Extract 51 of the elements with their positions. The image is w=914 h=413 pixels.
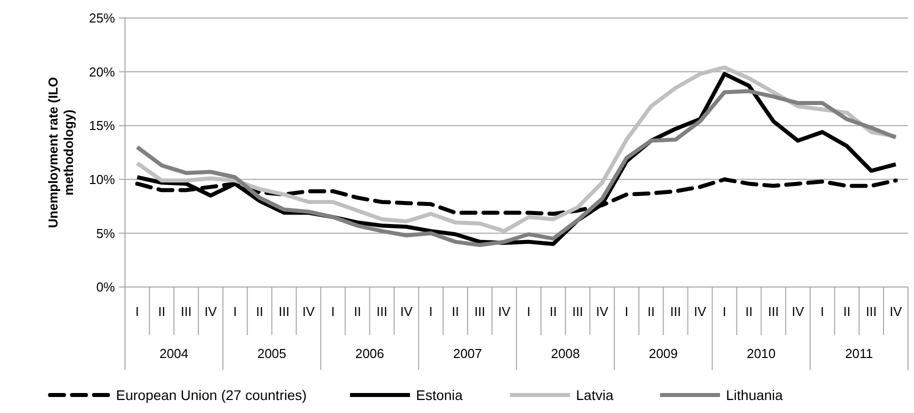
text: 2005 — [257, 346, 286, 361]
x-tick-label: IV — [596, 304, 609, 319]
x-tick-label: IV — [204, 304, 218, 319]
x-tick-label: IV — [400, 304, 413, 319]
x-tick-label: I — [135, 304, 140, 319]
x-tick-label: III — [670, 304, 681, 319]
x-tick-label: I — [624, 304, 628, 319]
x-tick-label: III — [572, 304, 584, 319]
text: 2007 — [453, 346, 482, 361]
x-tick-label: II — [158, 304, 166, 319]
y-tick-label: 5% — [96, 226, 116, 241]
x-tick-label: III — [866, 304, 877, 319]
x-tick-label: II — [354, 304, 362, 319]
legend-label: Lithuania — [726, 386, 784, 403]
x-tick-label: I — [429, 304, 433, 319]
legend-label: European Union (27 countries) — [116, 386, 307, 403]
legend-label: Estonia — [416, 386, 463, 403]
x-tick-label: I — [722, 304, 726, 319]
y-tick-label: 25% — [88, 10, 116, 26]
x-tick-label: IV — [890, 304, 902, 319]
text: 2004 — [159, 346, 188, 361]
x-tick-label: III — [180, 304, 192, 319]
text: 2006 — [355, 346, 384, 361]
x-tick-label: I — [820, 304, 824, 319]
x-tick-label: III — [474, 304, 486, 319]
x-tick-label: II — [550, 304, 557, 319]
text: 2008 — [550, 346, 580, 361]
x-tick-label: I — [233, 304, 237, 319]
y-tick-label: 20% — [88, 64, 116, 80]
x-tick-label: I — [331, 304, 335, 319]
text: 2009 — [648, 346, 678, 361]
x-tick-label: III — [768, 304, 779, 319]
legend-label: Latvia — [576, 386, 614, 403]
x-tick-label: II — [256, 304, 264, 319]
y-tick-label: 15% — [88, 118, 116, 134]
x-tick-label: I — [526, 304, 531, 319]
x-tick-label: IV — [694, 304, 706, 319]
text: 2010 — [746, 346, 776, 361]
x-tick-label: III — [376, 304, 388, 319]
x-tick-label: II — [843, 304, 850, 319]
x-tick-label: IV — [498, 304, 511, 319]
y-tick-label: 10% — [88, 172, 116, 187]
x-tick-label: III — [278, 304, 290, 319]
y-axis-title: Unemployment rate (ILO methodology) — [45, 77, 76, 228]
x-tick-label: II — [452, 304, 459, 319]
x-tick-label: II — [647, 304, 655, 319]
y-tick-label: 0% — [96, 280, 116, 295]
text: 2011 — [845, 346, 874, 361]
x-tick-label: IV — [792, 304, 804, 319]
x-tick-label: IV — [302, 304, 315, 319]
x-tick-label: II — [745, 304, 753, 319]
